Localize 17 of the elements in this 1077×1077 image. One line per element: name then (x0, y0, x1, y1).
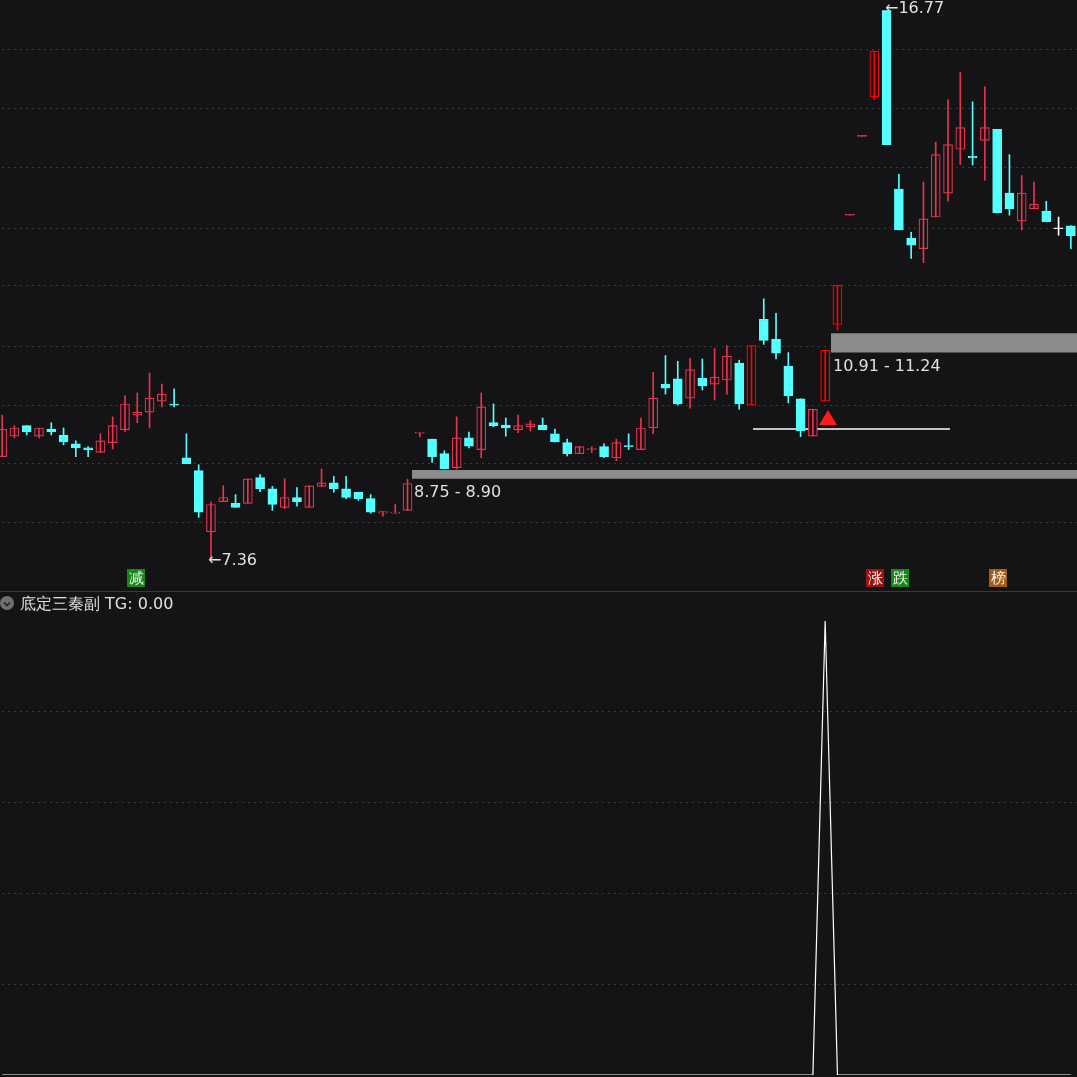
annotation: ←7.36 (208, 550, 258, 569)
text: 涨 (866, 569, 884, 587)
candlestick (378, 511, 388, 517)
candlestick (169, 388, 179, 408)
text: 榜 (989, 569, 1007, 587)
candlestick (844, 213, 855, 216)
annotation: ←16.77 (885, 0, 945, 17)
text: 跌 (891, 569, 909, 587)
band-label: 10.91 - 11.24 (833, 355, 941, 375)
candlestick (513, 414, 523, 433)
text: 减 (127, 569, 145, 587)
candlestick (292, 487, 302, 507)
candlestick (414, 431, 425, 438)
candlestick (83, 446, 93, 457)
candlestick (390, 504, 401, 514)
chart-title: 底定三秦副 TG: 0.00 (20, 594, 174, 615)
band-label: 8.75 - 8.90 (414, 481, 502, 501)
